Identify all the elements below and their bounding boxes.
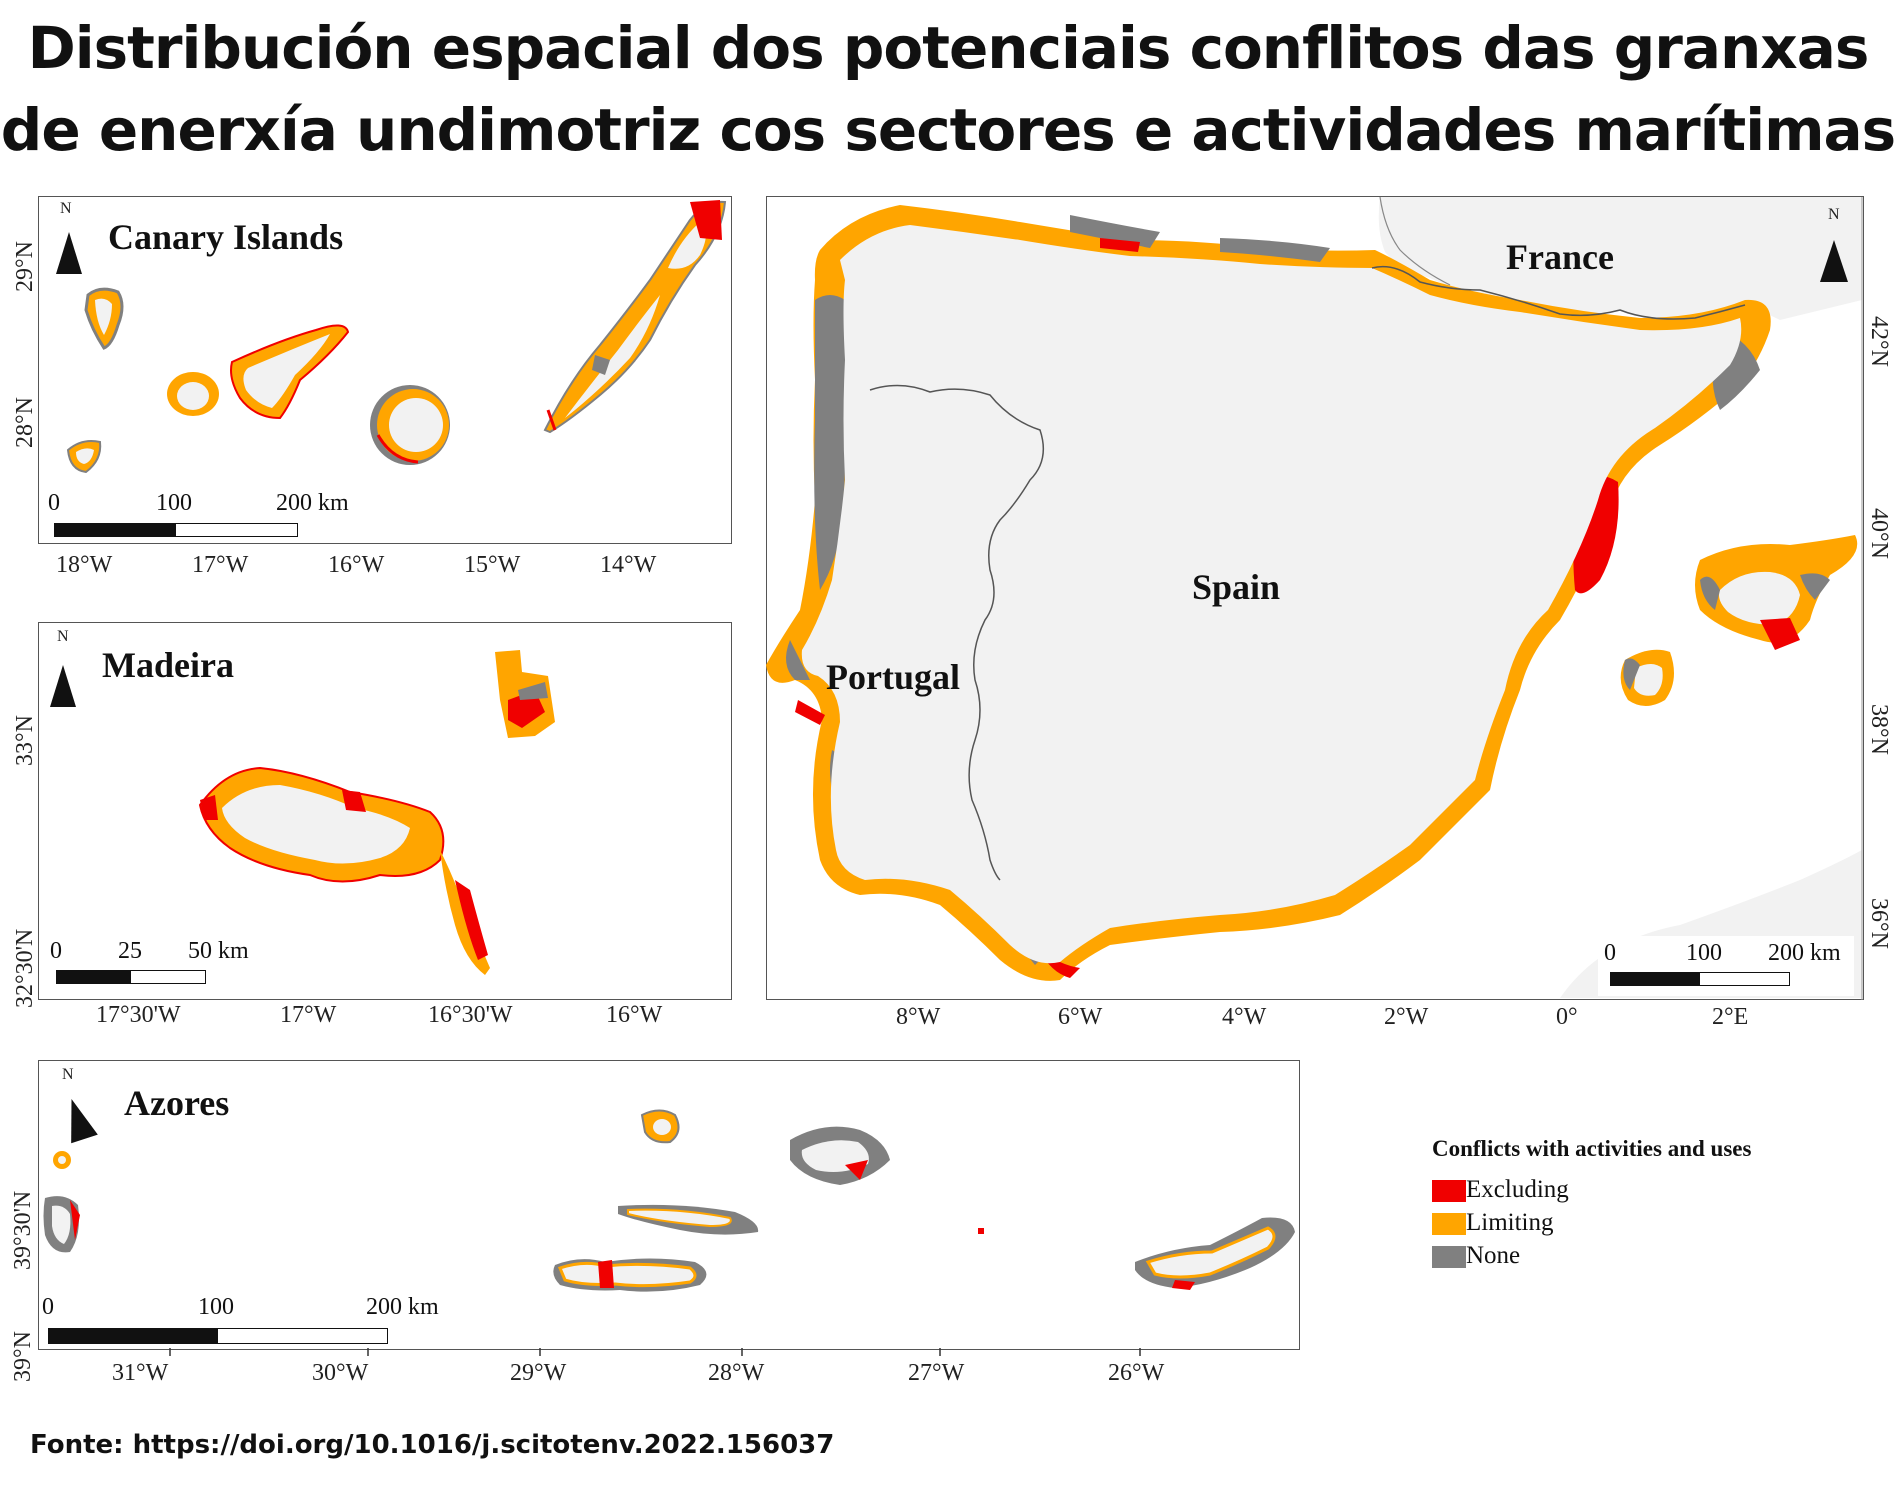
iberia-lon-tick: 2°W: [1384, 1004, 1429, 1030]
country-label-spain: Spain: [1192, 567, 1281, 607]
scalebar-label: 200 km: [1768, 940, 1841, 966]
north-arrow-icon: [1820, 240, 1848, 282]
madeira-lon-tick: 17°W: [280, 1002, 337, 1028]
canary-lon-tick: 15°W: [464, 552, 521, 578]
madeira-lon-tick: 16°30'W: [428, 1002, 513, 1028]
azores-lat-tick: 39°N: [10, 1331, 36, 1382]
source-citation: Fonte: https://doi.org/10.1016/j.scitote…: [30, 1430, 835, 1460]
azores-lat-tick: 39°30'N: [10, 1190, 36, 1270]
scalebar-label: 200 km: [276, 490, 349, 516]
madeira-label: Madeira: [102, 645, 234, 685]
scalebar-label: 200 km: [366, 1294, 439, 1320]
iberia-lon-tick: 2°E: [1712, 1004, 1749, 1030]
scalebar-label: 100: [156, 490, 192, 516]
azores-label: Azores: [124, 1083, 230, 1123]
madeira-scalebar: [56, 970, 206, 984]
legend-swatch-none: [1432, 1246, 1466, 1268]
azores-scalebar: [48, 1328, 388, 1344]
canary-lon-tick: 14°W: [600, 552, 657, 578]
canary-lon-tick: 18°W: [56, 552, 113, 578]
azores-lon-tick: 29°W: [510, 1360, 567, 1386]
canary-islands-label: Canary Islands: [108, 217, 344, 257]
iberia-lon-tick: 8°W: [896, 1004, 941, 1030]
canary-lon-tick: 17°W: [192, 552, 249, 578]
scalebar-label: 0: [48, 490, 60, 516]
iberia-scalebar: [1610, 972, 1790, 986]
north-arrow-icon: [56, 232, 82, 274]
canary-scalebar: [54, 523, 298, 537]
azores-lon-tick: 27°W: [908, 1360, 965, 1386]
north-arrow-letter: N: [1828, 206, 1840, 223]
legend-label-none: None: [1466, 1242, 1521, 1269]
azores-lon-tick: 28°W: [708, 1360, 765, 1386]
country-label-france: France: [1506, 237, 1614, 277]
north-arrow-letter: N: [57, 628, 69, 645]
country-label-portugal: Portugal: [826, 657, 960, 697]
north-arrow-letter: N: [62, 1066, 74, 1083]
madeira-lon-tick: 17°30'W: [96, 1002, 181, 1028]
iberia-lon-tick: 6°W: [1058, 1004, 1103, 1030]
scalebar-label: 25: [118, 938, 142, 964]
legend-title: Conflicts with activities and uses: [1432, 1136, 1752, 1161]
scalebar-label: 0: [1604, 940, 1616, 966]
legend-label-limiting: Limiting: [1466, 1209, 1554, 1236]
legend-swatch-limiting: [1432, 1213, 1466, 1235]
title-line-2: de enerxía undimotriz cos sectores e act…: [0, 96, 1896, 164]
azores-lon-tick: 30°W: [312, 1360, 369, 1386]
canary-lon-tick: 16°W: [328, 552, 385, 578]
north-arrow-letter: N: [60, 200, 72, 217]
legend-swatch-excluding: [1432, 1180, 1466, 1202]
legend-label-excluding: Excluding: [1466, 1176, 1569, 1203]
azores-lon-tick: 31°W: [112, 1360, 169, 1386]
scalebar-label: 50 km: [188, 938, 249, 964]
scalebar-label: 100: [198, 1294, 234, 1320]
madeira-lon-tick: 16°W: [606, 1002, 663, 1028]
azores-lon-tick: 26°W: [1108, 1360, 1165, 1386]
scalebar-label: 0: [50, 938, 62, 964]
scalebar-label: 100: [1686, 940, 1722, 966]
iberia-lon-tick: 4°W: [1222, 1004, 1267, 1030]
title-line-1: Distribución espacial dos potenciais con…: [27, 14, 1870, 82]
scalebar-label: 0: [42, 1294, 54, 1320]
north-arrow-icon: [50, 665, 76, 707]
iberia-scalebar-bg: [1598, 936, 1854, 996]
iberia-lon-tick: 0°: [1556, 1004, 1578, 1030]
